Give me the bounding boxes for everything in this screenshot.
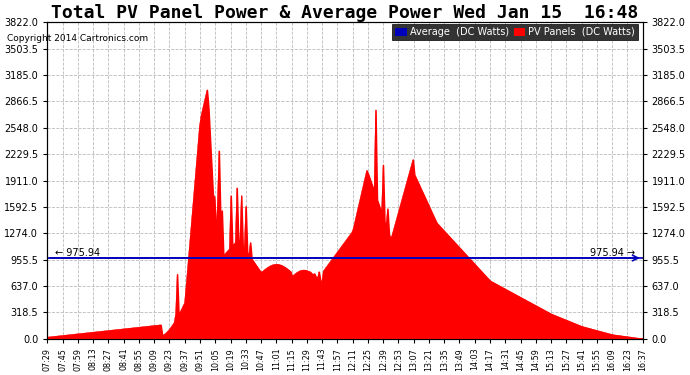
Text: 975.94 →: 975.94 → [590, 248, 635, 258]
Text: ← 975.94: ← 975.94 [55, 248, 100, 258]
Text: Copyright 2014 Cartronics.com: Copyright 2014 Cartronics.com [7, 34, 148, 43]
Legend: Average  (DC Watts), PV Panels  (DC Watts): Average (DC Watts), PV Panels (DC Watts) [392, 24, 638, 40]
Title: Total PV Panel Power & Average Power Wed Jan 15  16:48: Total PV Panel Power & Average Power Wed… [51, 4, 639, 22]
